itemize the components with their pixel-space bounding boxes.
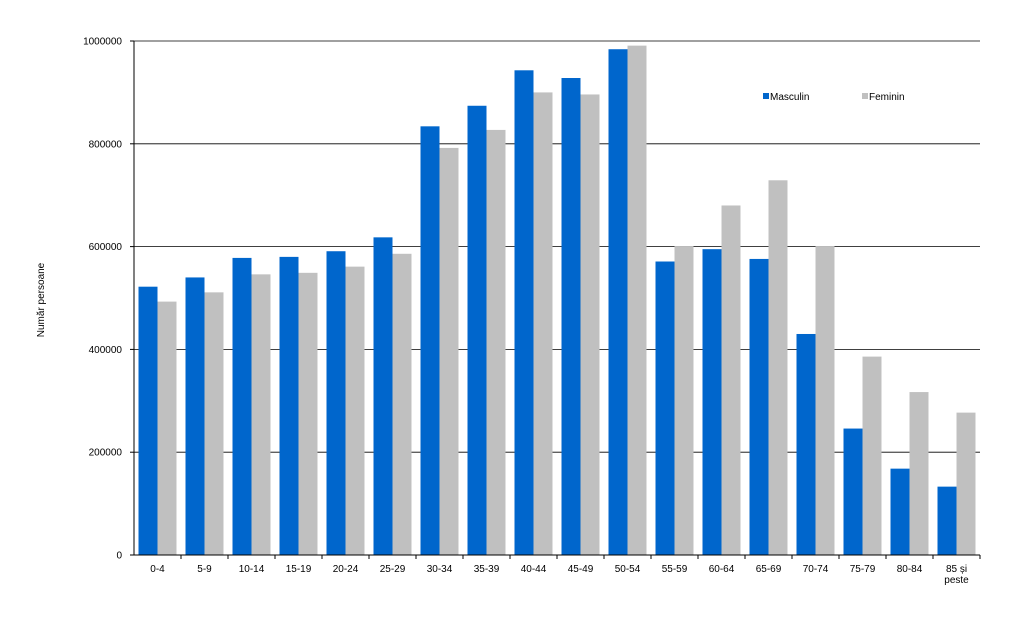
bar-masculin-70-74 xyxy=(796,333,816,555)
bar-masculin-45-49 xyxy=(561,78,581,556)
bar-feminin-45-49 xyxy=(580,94,600,556)
bar-masculin-75-79 xyxy=(843,428,863,555)
bar-feminin-70-74 xyxy=(815,246,835,555)
x-tick-label: 10-14 xyxy=(239,564,265,575)
x-tick-label: 20-24 xyxy=(333,564,359,575)
bar-masculin-5-9 xyxy=(185,277,205,555)
x-tick-label: 50-54 xyxy=(615,564,641,575)
bar-feminin-15-19 xyxy=(298,272,318,555)
bar-masculin-30-34 xyxy=(420,126,440,555)
x-tick-label: 70-74 xyxy=(803,564,829,575)
x-tick-label: 75-79 xyxy=(850,564,876,575)
y-axis-label: Număr persoane xyxy=(36,262,47,337)
bar-feminin-35-39 xyxy=(486,129,506,555)
bar-feminin-65-69 xyxy=(768,180,788,555)
x-tick-label: 80-84 xyxy=(897,564,923,575)
legend: Masculin Feminin xyxy=(763,92,905,103)
x-tick-label: 60-64 xyxy=(709,564,735,575)
bar-masculin-50-54 xyxy=(608,49,628,555)
bar-feminin-25-29 xyxy=(392,253,412,555)
bar-masculin-55-59 xyxy=(655,261,675,555)
bars xyxy=(138,45,976,556)
x-tick-label: 40-44 xyxy=(521,564,547,575)
bar-masculin-60-64 xyxy=(702,249,722,556)
bar-feminin-0-4 xyxy=(157,301,177,555)
x-tick-label: 30-34 xyxy=(427,564,453,575)
bar-masculin-0-4 xyxy=(138,286,158,555)
legend-swatch-feminin xyxy=(862,93,868,99)
bar-feminin-10-14 xyxy=(251,274,271,555)
bar-feminin-85-și-peste xyxy=(956,412,976,555)
bar-feminin-60-64 xyxy=(721,205,741,556)
legend-label-masculin: Masculin xyxy=(770,92,809,103)
x-tick-label: 65-69 xyxy=(756,564,782,575)
x-tick-label: 85 și peste xyxy=(944,564,969,586)
y-tick-label: 200000 xyxy=(89,448,123,459)
y-tick-label: 600000 xyxy=(89,242,123,253)
bar-masculin-65-69 xyxy=(749,258,769,555)
x-tick-label: 35-39 xyxy=(474,564,500,575)
bar-feminin-50-54 xyxy=(627,45,647,555)
bar-masculin-40-44 xyxy=(514,70,534,555)
bar-masculin-20-24 xyxy=(326,251,346,555)
y-tick-label: 400000 xyxy=(89,345,123,356)
bar-feminin-40-44 xyxy=(533,92,553,556)
bar-feminin-20-24 xyxy=(345,266,365,555)
legend-label-feminin: Feminin xyxy=(869,92,905,103)
bar-feminin-55-59 xyxy=(674,246,694,555)
x-tick-label: 5-9 xyxy=(197,564,212,575)
bar-masculin-10-14 xyxy=(232,257,252,555)
y-tick-labels: 0 200000 400000 600000 800000 1000000 xyxy=(83,37,134,562)
x-tick-label: 0-4 xyxy=(150,564,165,575)
bar-masculin-35-39 xyxy=(467,105,487,555)
bar-masculin-15-19 xyxy=(279,256,299,555)
gridlines xyxy=(134,40,980,453)
legend-swatch-masculin xyxy=(763,93,769,99)
x-tick-label: 45-49 xyxy=(568,564,594,575)
y-tick-label: 1000000 xyxy=(83,37,122,48)
bar-feminin-75-79 xyxy=(862,356,882,555)
y-tick-label: 0 xyxy=(116,551,122,562)
bar-masculin-85-și-peste xyxy=(937,486,957,555)
x-tick-label: 15-19 xyxy=(286,564,312,575)
y-tick-label: 800000 xyxy=(89,139,123,150)
x-tick-label: 25-29 xyxy=(380,564,406,575)
bar-feminin-80-84 xyxy=(909,392,929,555)
bar-masculin-80-84 xyxy=(890,468,910,555)
x-tick-label: 55-59 xyxy=(662,564,688,575)
bar-feminin-5-9 xyxy=(204,292,224,555)
x-tick-labels: 0-4 5-9 10-14 15-19 20-24 25-29 30-34 35-39 40-4… xyxy=(150,555,981,586)
bar-masculin-25-29 xyxy=(373,237,393,555)
bar-feminin-30-34 xyxy=(439,147,459,556)
